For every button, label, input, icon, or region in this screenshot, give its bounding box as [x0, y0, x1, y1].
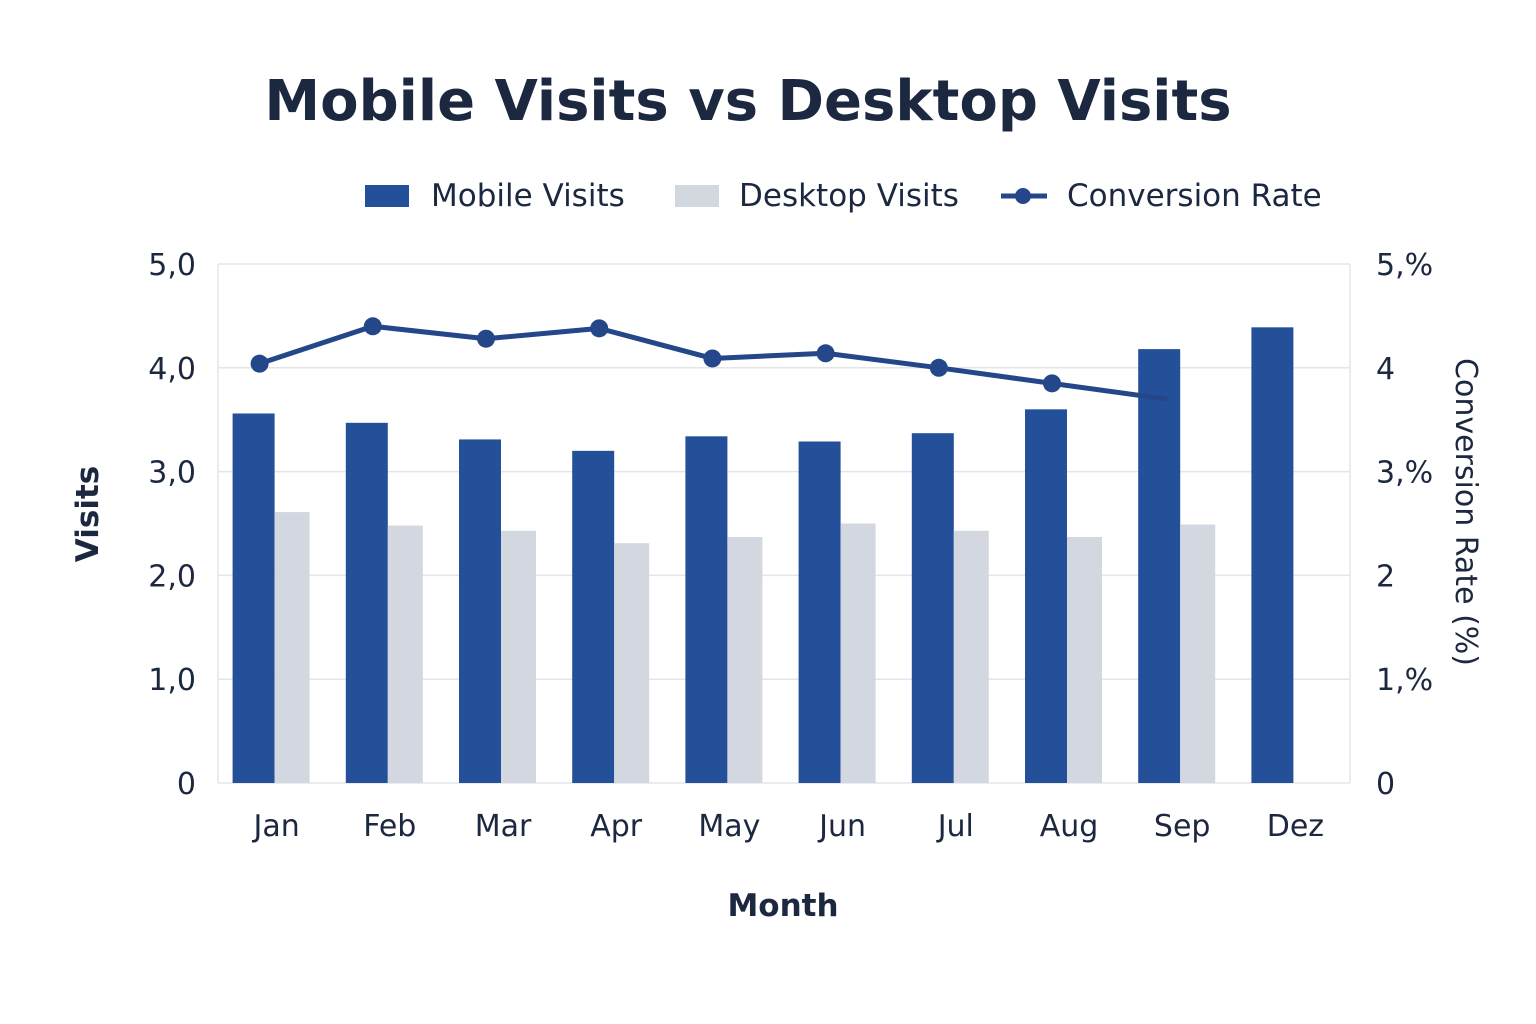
conversion-rate-point [929, 358, 948, 377]
y2-tick-label: 1,% [1376, 663, 1433, 698]
y2-axis-label: Conversion Rate (%) [1448, 358, 1483, 666]
legend-label-desktop: Desktop Visits [739, 178, 959, 214]
conversion-rate-point [703, 349, 722, 368]
bar-desktop [1180, 524, 1216, 783]
conversion-rate-point [816, 344, 835, 363]
legend-swatch-marker [1015, 188, 1031, 204]
y2-tick-label: 5,% [1376, 248, 1433, 283]
x-tick-label: Apr [590, 809, 643, 844]
conversion-rate-point [477, 329, 495, 348]
conversion-rate-point [250, 354, 269, 373]
y-axis-left: 0 1,0 2,0 3,0 4,0 5,0 [148, 248, 196, 802]
bar-desktop [274, 512, 310, 783]
legend-swatch-mobile [365, 185, 409, 207]
bar-mobile [459, 439, 501, 783]
y-tick-label: 2,0 [148, 559, 196, 594]
x-tick-label: Jan [251, 809, 299, 844]
x-tick-label: Sep [1154, 809, 1211, 844]
bar-desktop [840, 523, 876, 783]
y-tick-label: 3,0 [148, 456, 196, 491]
conversion-rate-point [1043, 374, 1061, 393]
bar-desktop [1067, 536, 1102, 783]
y2-tick-label: 4 [1376, 352, 1395, 387]
y2-tick-label: 0 [1376, 767, 1395, 802]
conversion-rate-point [363, 317, 382, 336]
bar-mobile [572, 450, 615, 783]
y2-tick-label: 2 [1376, 559, 1395, 594]
y-tick-label: 1,0 [148, 663, 196, 698]
legend-swatch-desktop [675, 185, 719, 207]
y-tick-label: 4,0 [148, 352, 196, 387]
x-tick-label: May [698, 809, 760, 844]
bar-desktop [501, 530, 536, 783]
legend: Mobile Visits Desktop Visits Conversion … [365, 178, 1322, 214]
bar-mobile [232, 413, 275, 783]
bars [232, 327, 1294, 783]
x-tick-label: Jul [936, 809, 974, 844]
bar-mobile [685, 436, 728, 783]
x-tick-label: Feb [363, 809, 416, 844]
bar-desktop [614, 543, 650, 783]
legend-label-line: Conversion Rate [1067, 178, 1322, 214]
y-axis-right: 0 1,% 2 3,% 4 5,% [1376, 248, 1433, 802]
y2-tick-label: 3,% [1376, 456, 1433, 491]
bar-desktop [387, 525, 423, 783]
chart-title: Mobile Visits vs Desktop Visits [264, 69, 1231, 134]
bar-desktop [727, 536, 763, 783]
x-tick-label: Mar [475, 809, 532, 844]
x-axis-label: Month [727, 888, 838, 924]
legend-label-mobile: Mobile Visits [431, 178, 625, 214]
x-tick-label: Dez [1267, 809, 1324, 844]
bar-mobile [1138, 349, 1181, 783]
bar-mobile [1025, 409, 1067, 783]
x-axis: Jan Feb Mar Apr May Jun Jul Aug Sep Dez [251, 809, 1324, 844]
bar-mobile [798, 441, 841, 783]
y-axis-label: Visits [70, 466, 106, 562]
y-tick-label: 5,0 [148, 248, 196, 283]
conversion-rate-point [590, 319, 609, 338]
bar-mobile [1251, 327, 1294, 783]
bar-mobile [911, 433, 954, 783]
x-tick-label: Aug [1040, 809, 1099, 844]
y-tick-label: 0 [177, 767, 196, 802]
x-tick-label: Jun [817, 809, 866, 844]
bar-desktop [953, 530, 989, 783]
conversion-line [250, 317, 1168, 402]
bar-mobile [345, 422, 388, 783]
